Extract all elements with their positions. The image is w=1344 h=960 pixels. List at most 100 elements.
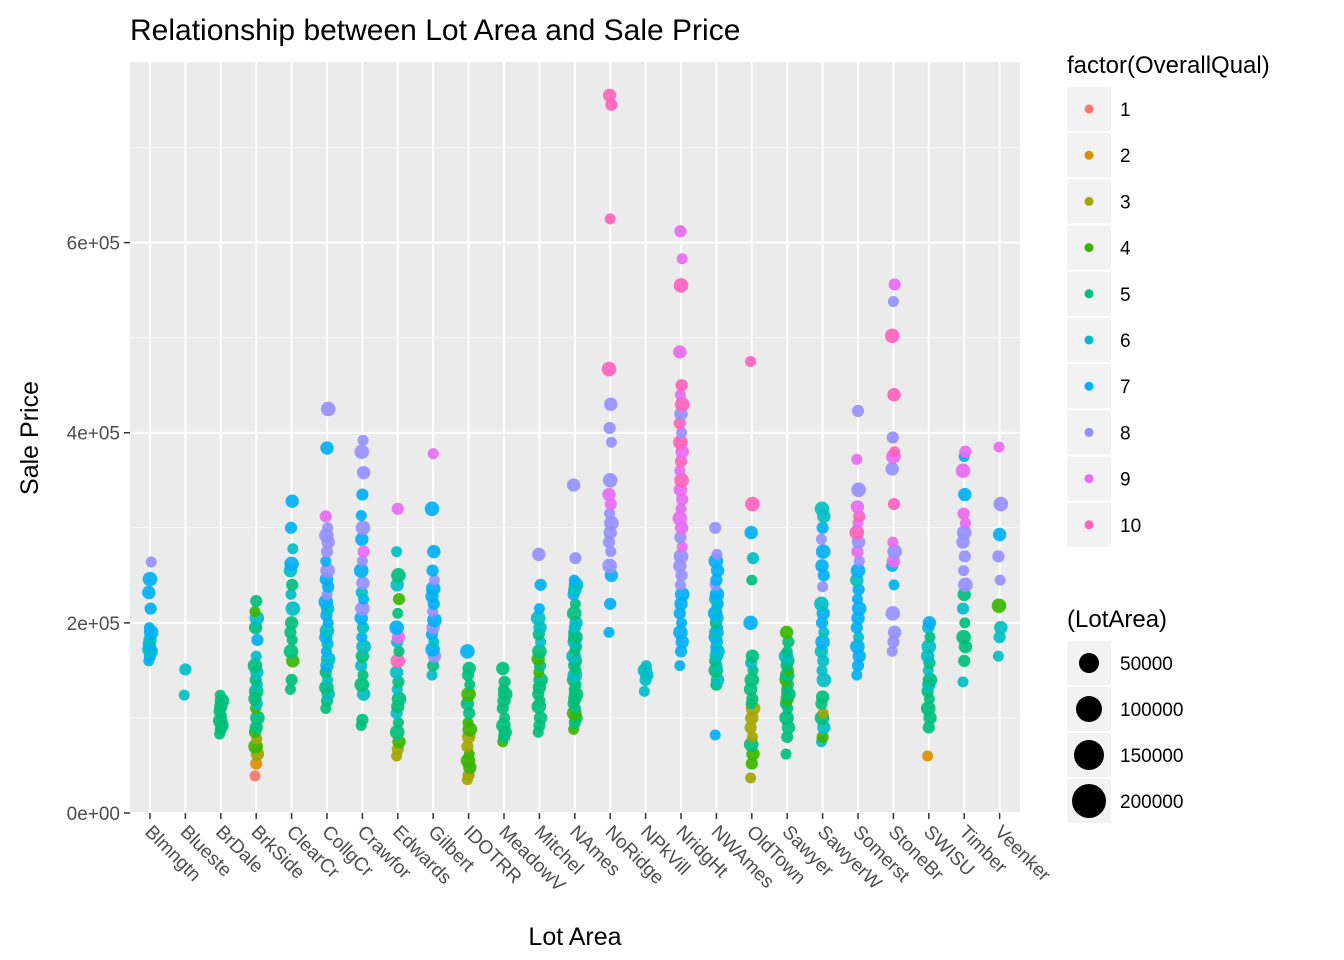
data-point xyxy=(887,625,902,640)
data-point xyxy=(357,434,369,446)
data-point xyxy=(284,556,299,572)
size-legend-swatch xyxy=(1074,740,1104,770)
data-point xyxy=(391,502,404,515)
data-point xyxy=(674,465,686,477)
data-point xyxy=(992,527,1007,542)
data-point xyxy=(709,729,721,741)
data-point xyxy=(851,601,867,616)
data-point xyxy=(887,497,901,511)
data-point xyxy=(853,555,865,567)
data-point xyxy=(391,568,406,583)
data-point xyxy=(815,616,829,629)
y-tick-label: 2e+05 xyxy=(67,614,120,635)
data-point xyxy=(144,602,157,615)
data-point xyxy=(390,653,406,669)
data-point xyxy=(779,625,794,640)
data-point xyxy=(958,550,971,563)
y-axis-ticks: 0e+00 2e+05 4e+05 6e+05 xyxy=(67,234,130,825)
data-point xyxy=(355,532,369,546)
size-legend-swatch xyxy=(1076,696,1102,722)
data-point xyxy=(287,543,299,555)
data-point xyxy=(673,549,689,564)
data-point xyxy=(389,665,404,680)
size-legend-label: 150000 xyxy=(1120,746,1183,767)
data-point xyxy=(179,663,192,676)
data-point xyxy=(389,620,404,635)
data-point xyxy=(604,508,616,520)
data-point xyxy=(285,494,299,508)
data-point xyxy=(674,645,688,658)
data-point xyxy=(958,487,972,502)
data-point xyxy=(779,710,794,726)
size-legend: (LotArea) 50000 100000 150000 200000 xyxy=(1067,606,1183,823)
data-point xyxy=(887,296,899,308)
data-point xyxy=(922,721,935,734)
data-point xyxy=(356,639,371,654)
data-point xyxy=(711,548,723,560)
data-point xyxy=(745,355,757,367)
data-point xyxy=(959,445,972,458)
legend-swatch xyxy=(1084,381,1094,391)
data-point xyxy=(815,533,827,545)
legend-label: 2 xyxy=(1120,146,1131,167)
size-legend-swatch xyxy=(1079,653,1099,673)
data-point xyxy=(569,598,581,610)
data-point xyxy=(814,596,829,612)
color-legend-title: factor(OverallQual) xyxy=(1067,52,1270,79)
data-point xyxy=(676,541,688,553)
data-point xyxy=(353,563,369,578)
data-point xyxy=(746,552,760,565)
data-point xyxy=(817,707,829,719)
data-point xyxy=(460,644,475,659)
data-point xyxy=(886,431,899,444)
data-point xyxy=(462,717,474,729)
data-point xyxy=(214,689,226,701)
data-point xyxy=(887,544,902,559)
data-point xyxy=(354,444,370,460)
legend-label: 4 xyxy=(1120,239,1131,260)
data-point xyxy=(673,625,688,640)
data-point xyxy=(994,574,1006,586)
data-point xyxy=(922,750,934,762)
data-point xyxy=(250,710,265,726)
data-point xyxy=(247,658,263,673)
legend-swatch xyxy=(1084,474,1094,484)
data-point xyxy=(674,579,686,591)
data-point xyxy=(532,644,547,659)
data-point xyxy=(355,586,368,599)
data-point xyxy=(357,669,369,681)
data-point xyxy=(818,626,830,638)
data-point xyxy=(601,361,617,377)
data-point xyxy=(602,558,617,574)
data-point xyxy=(957,507,970,520)
data-point xyxy=(814,501,830,517)
data-point xyxy=(674,472,689,488)
data-point xyxy=(250,650,262,662)
data-point xyxy=(284,616,299,630)
data-point xyxy=(994,620,1008,635)
data-point xyxy=(993,441,1005,453)
data-point xyxy=(744,672,760,688)
legend-swatch xyxy=(1084,196,1094,206)
data-point xyxy=(427,659,440,672)
y-tick-label: 6e+05 xyxy=(67,234,120,255)
data-point xyxy=(428,574,440,586)
data-point xyxy=(674,225,687,238)
data-point xyxy=(922,672,938,688)
data-point xyxy=(354,677,370,692)
size-legend-label: 200000 xyxy=(1120,792,1183,813)
data-point xyxy=(922,616,937,630)
data-point xyxy=(709,587,725,602)
legend-swatch xyxy=(1084,520,1094,530)
data-point xyxy=(675,503,687,515)
data-point xyxy=(249,605,261,617)
data-point xyxy=(888,278,901,291)
data-point xyxy=(285,588,297,600)
data-point xyxy=(815,544,831,559)
data-point xyxy=(710,573,723,587)
data-point xyxy=(745,649,760,663)
data-point xyxy=(851,482,866,498)
data-point xyxy=(602,88,617,102)
data-point xyxy=(887,635,900,648)
data-point xyxy=(142,585,156,600)
